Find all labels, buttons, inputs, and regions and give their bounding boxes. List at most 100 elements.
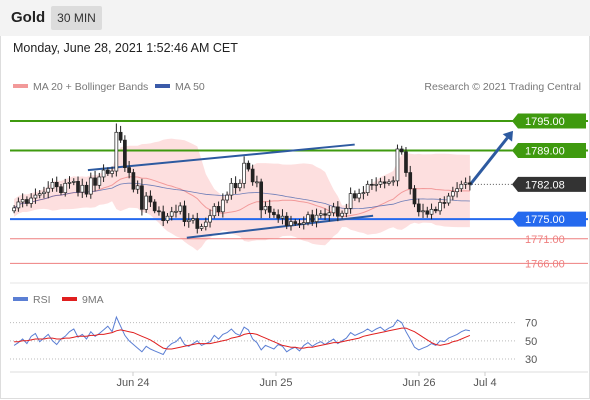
level-label-1: 1789.00	[525, 145, 565, 157]
ma50-legend-label: MA 50	[175, 81, 205, 93]
candle-body	[67, 181, 72, 184]
timeframe-button[interactable]: 30 MIN	[51, 6, 102, 30]
candle	[114, 123, 119, 177]
candle	[412, 185, 417, 208]
candle	[118, 125, 123, 143]
candle-body	[105, 169, 110, 174]
candle	[203, 217, 208, 231]
candle	[353, 190, 357, 201]
candle-body	[229, 182, 234, 196]
candle	[297, 219, 302, 228]
candle	[135, 180, 140, 194]
candle	[455, 182, 459, 198]
candle-body	[395, 148, 400, 182]
candle-body	[29, 197, 34, 204]
candle-body	[433, 208, 438, 212]
candle-body	[216, 206, 221, 213]
candle	[182, 200, 187, 227]
candle	[131, 168, 136, 193]
candle-body	[76, 181, 80, 193]
candle-body	[161, 211, 166, 221]
candle-body	[148, 195, 153, 203]
candle-body	[46, 187, 51, 193]
candle	[63, 178, 68, 197]
level-tag-0	[512, 113, 586, 129]
candle-body	[463, 182, 468, 185]
candle	[33, 188, 38, 204]
candle	[42, 186, 46, 199]
candle-body	[220, 199, 225, 213]
candle	[404, 147, 408, 177]
credit-text: Research © 2021 Trading Central	[424, 81, 581, 93]
candle-body	[195, 218, 200, 229]
candle-body	[357, 193, 361, 199]
candle-body	[412, 188, 417, 205]
rsi-ma-legend-swatch	[62, 297, 77, 301]
candle	[216, 201, 221, 217]
projection-arrow-head	[502, 130, 513, 142]
candle	[84, 181, 89, 198]
rsi-tick-label: 70	[525, 318, 537, 330]
candle	[54, 176, 59, 192]
candle-body	[20, 199, 25, 203]
level-label-0: 1795.00	[525, 116, 565, 128]
candle-body	[118, 131, 123, 141]
candle	[12, 205, 16, 214]
candle-body	[348, 193, 353, 209]
candle	[148, 190, 153, 208]
candle	[157, 206, 161, 216]
candle	[238, 179, 242, 192]
candle	[255, 175, 259, 188]
bollinger-legend-swatch	[13, 84, 28, 88]
candle-body	[140, 185, 144, 210]
candle-body	[131, 172, 136, 190]
bollinger-legend-label: MA 20 + Bollinger Bands	[33, 81, 148, 93]
candle	[97, 172, 102, 189]
candle-body	[421, 210, 425, 213]
candle-body	[152, 201, 157, 212]
candle-body	[84, 184, 89, 195]
candle-body	[42, 191, 46, 194]
x-tick-label: Jun 26	[402, 377, 435, 389]
candle	[416, 198, 421, 217]
candle	[105, 167, 110, 176]
candle	[174, 204, 178, 218]
candle	[169, 206, 174, 221]
candle-body	[186, 219, 191, 222]
candle-body	[174, 210, 178, 213]
candle	[357, 188, 361, 203]
candle	[178, 202, 183, 215]
candle	[382, 176, 387, 189]
candle-body	[297, 223, 302, 225]
candle-body	[340, 212, 344, 217]
candle	[140, 178, 144, 216]
candle	[195, 212, 200, 234]
candle	[25, 196, 29, 207]
candle	[233, 176, 238, 194]
candle-body	[208, 215, 212, 223]
level-label-2: 1782.08	[525, 179, 565, 191]
candle	[127, 161, 131, 179]
candle-body	[259, 181, 264, 211]
candle-body	[12, 207, 16, 212]
candle-body	[429, 208, 434, 215]
price-legend: MA 20 + Bollinger Bands MA 50 Research ©…	[13, 81, 581, 93]
candle	[46, 181, 51, 199]
candle-body	[169, 211, 174, 217]
candle-body	[365, 183, 370, 194]
candle	[220, 193, 225, 218]
candle	[378, 177, 383, 188]
candle-body	[387, 181, 391, 184]
candle-body	[335, 206, 340, 217]
candle-body	[203, 221, 208, 227]
candle	[272, 208, 276, 218]
candle	[387, 179, 391, 186]
candle-body	[391, 180, 396, 183]
candle	[93, 170, 97, 192]
rsi-ma-line	[14, 327, 471, 350]
candle	[212, 203, 217, 219]
level-tag-3	[512, 211, 586, 227]
candle-body	[25, 199, 29, 204]
candle	[276, 209, 281, 223]
candle	[76, 176, 80, 197]
